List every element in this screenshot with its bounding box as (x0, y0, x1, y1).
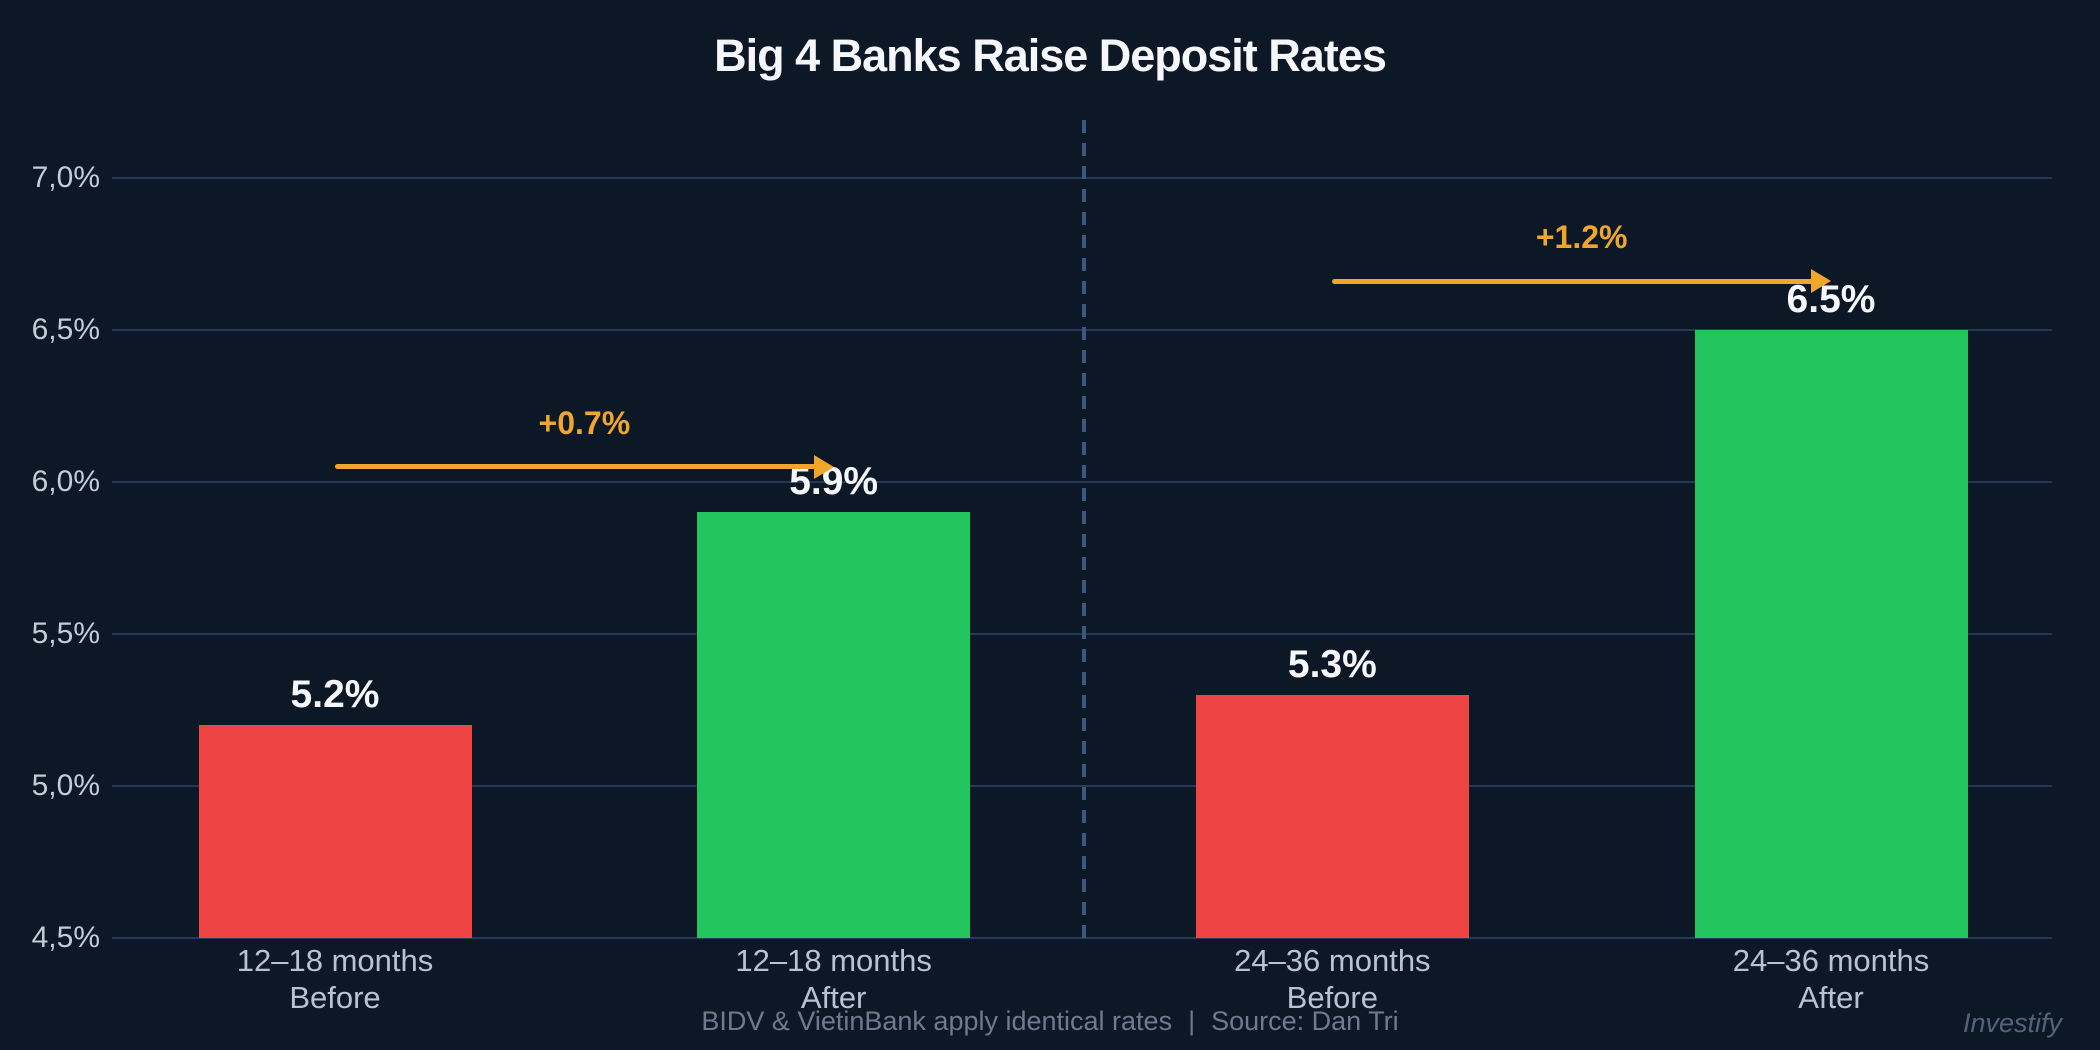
y-axis-tick-6-5: 6,5% (31, 313, 100, 346)
y-axis-tick-4-5: 4,5% (31, 921, 100, 954)
category-term-text: 24–36 months (1234, 943, 1431, 978)
y-axis-tick-7-0: 7,0% (31, 161, 100, 194)
chart-title: Big 4 Banks Raise Deposit Rates (714, 30, 1387, 81)
y-axis-tick-5-5: 5,5% (31, 617, 100, 650)
increase-annotation-2: +1.2% (1535, 219, 1628, 256)
bar-value-24-36-months-before: 5.3% (1287, 642, 1377, 686)
category-period-text: After (1798, 980, 1864, 1015)
increase-arrow-head-icon (813, 454, 834, 479)
footer-source: Source: Dan Tri (1211, 1006, 1399, 1036)
footer-note: BIDV & VietinBank apply identical rates (701, 1006, 1173, 1036)
footer-separator: | (1188, 1006, 1196, 1036)
bar-value-24-36-months-after: 6.5% (1786, 278, 1876, 321)
category-term-text: 24–36 months (1732, 943, 1930, 978)
bar-value-12-18-months-before: 5.2% (290, 673, 380, 717)
category-term-text: 12–18 months (735, 943, 932, 978)
category-label-12-18-months-after: 12–18 months After (735, 942, 931, 1016)
category-term-text: 12–18 months (236, 943, 434, 978)
increase-annotation-1: +0.7% (538, 404, 631, 441)
footer: BIDV & VietinBank apply identical rates |… (0, 1006, 2100, 1037)
bar-12-18-months-after (697, 512, 971, 938)
category-label-24-36-months-after: 24–36 months After (1733, 942, 1929, 1016)
bar-24-36-months-before (1195, 694, 1469, 938)
gridline-4-5 (112, 937, 2052, 939)
y-axis-tick-6-0: 6,0% (31, 465, 100, 498)
category-period-text: Before (289, 980, 381, 1015)
category-label-12-18-months-before: 12–18 months Before (237, 942, 433, 1016)
category-period-text: Before (1286, 980, 1378, 1015)
bar-24-36-months-after (1694, 330, 1968, 938)
bar-12-18-months-before (198, 725, 472, 938)
increase-arrow-line-1 (335, 464, 816, 470)
y-axis-tick-5-0: 5,0% (31, 769, 100, 802)
watermark-investify: Investify (1962, 1008, 2062, 1038)
group-divider-line (1082, 120, 1086, 938)
category-period-text: After (800, 980, 867, 1015)
increase-arrow-head-icon (1811, 269, 1831, 294)
category-label-24-36-months-before: 24–36 months Before (1234, 942, 1430, 1016)
increase-arrow-line-2 (1332, 278, 1813, 284)
